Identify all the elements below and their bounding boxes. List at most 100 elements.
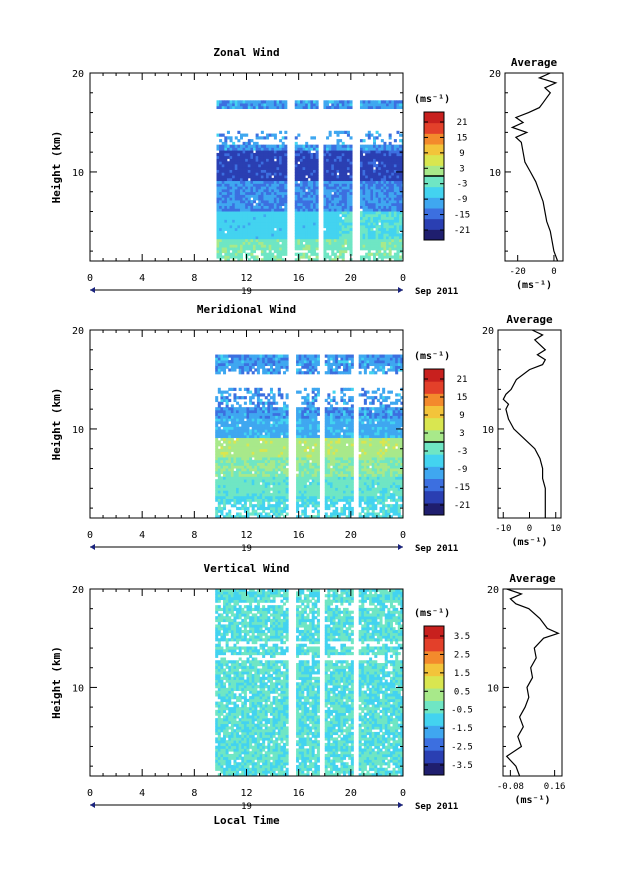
heatmap-cell [217, 415, 221, 419]
heatmap-cell [239, 155, 243, 159]
heatmap-cell [277, 473, 281, 477]
heatmap-cell [269, 404, 273, 408]
heatmap-cell [221, 236, 225, 240]
heatmap-cell [216, 244, 220, 248]
heatmap-cell [339, 238, 343, 243]
heatmap-cell [378, 175, 382, 179]
heatmap-cell [215, 506, 219, 511]
heatmap-cell [229, 188, 233, 193]
heatmap-cell [224, 150, 228, 154]
heatmap-cell [259, 448, 263, 452]
heatmap-cell [346, 247, 350, 251]
heatmap-cell [284, 252, 288, 256]
heatmap-cell [262, 470, 266, 475]
heatmap-cell [224, 139, 228, 143]
heatmap-cell [359, 175, 363, 179]
heatmap-cell [301, 470, 305, 475]
heatmap-cell [336, 133, 340, 137]
heatmap-cell [316, 465, 320, 469]
heatmap-cell [298, 468, 302, 472]
heatmap-cell [396, 213, 400, 218]
heatmap-cell [331, 177, 335, 182]
heatmap-cell [393, 166, 397, 170]
heatmap-cell [246, 479, 250, 483]
heatmap-cell [332, 412, 336, 416]
heatmap-cell [260, 144, 264, 148]
heatmap-cell [237, 202, 241, 206]
heatmap-cell [238, 451, 242, 455]
heatmap-cell [306, 360, 310, 364]
heatmap-cell [396, 216, 400, 220]
heatmap-cell [269, 437, 273, 441]
heatmap-cell [378, 219, 382, 223]
heatmap-cell [268, 227, 272, 231]
heatmap-cell [225, 490, 229, 494]
heatmap-cell [378, 227, 382, 231]
heatmap-cell [388, 186, 392, 190]
heatmap-cell [221, 166, 225, 170]
heatmap-cell [301, 479, 305, 483]
heatmap-cell [298, 407, 302, 411]
heatmap-cell [391, 161, 395, 165]
heatmap-cell [255, 247, 259, 251]
heatmap-cell [305, 144, 309, 148]
heatmap-cell [228, 360, 232, 364]
heatmap-cell [333, 216, 337, 220]
heatmap-cell [373, 100, 377, 104]
heatmap-cell [220, 354, 224, 358]
heatmap-cell [327, 515, 331, 519]
heatmap-cell [245, 222, 249, 226]
heatmap-cell [311, 504, 315, 508]
heatmap-cell [229, 103, 233, 107]
colorbar-swatch [424, 218, 444, 230]
heatmap-cell [326, 105, 330, 110]
heatmap-cell [233, 357, 237, 361]
heatmap-cell [246, 432, 250, 436]
heatmap-cell [277, 443, 281, 447]
heatmap-cell [281, 161, 285, 165]
heatmap-cell [275, 506, 279, 511]
average-frame [504, 72, 564, 262]
heatmap-cell [276, 230, 280, 234]
heatmap-cell [226, 188, 230, 193]
heatmap-cell [236, 401, 240, 405]
heatmap-cell [344, 158, 348, 162]
heatmap-cell [365, 152, 369, 157]
heatmap-cell [341, 241, 345, 245]
heatmap-cell [362, 191, 366, 195]
heatmap-cell [279, 175, 283, 179]
heatmap-cell [305, 150, 309, 154]
heatmap-cell [236, 470, 240, 475]
heatmap-cell [313, 216, 317, 220]
heatmap-cell [221, 241, 225, 245]
heatmap-cell [307, 186, 311, 190]
heatmap-cell [266, 186, 270, 190]
heatmap-cell [223, 415, 227, 419]
heatmap-cell [284, 177, 288, 182]
heatmap-cell [339, 230, 343, 234]
heatmap-cell [383, 233, 387, 237]
heatmap-cell [236, 462, 240, 466]
heatmap-cell [367, 202, 371, 206]
heatmap-cell [228, 498, 232, 502]
heatmap-cell [246, 365, 250, 369]
heatmap-cell [264, 495, 268, 500]
heatmap-cell [255, 144, 259, 148]
heatmap-cell [315, 152, 319, 157]
heatmap-cell [239, 169, 243, 173]
heatmap-cell [370, 180, 374, 184]
heatmap-cell [285, 448, 289, 452]
heatmap-cell [386, 238, 390, 243]
heatmap-cell [243, 387, 247, 391]
heatmap-cell [260, 224, 264, 229]
heatmap-cell [216, 255, 220, 259]
heatmap-cell [273, 144, 277, 148]
heatmap-cell [399, 186, 403, 190]
heatmap-cell [313, 205, 317, 209]
heatmap-cell [362, 230, 366, 234]
heatmap-cell [219, 161, 223, 165]
heatmap-cell [242, 191, 246, 195]
heatmap-cell [303, 396, 307, 400]
heatmap-cell [266, 172, 270, 176]
